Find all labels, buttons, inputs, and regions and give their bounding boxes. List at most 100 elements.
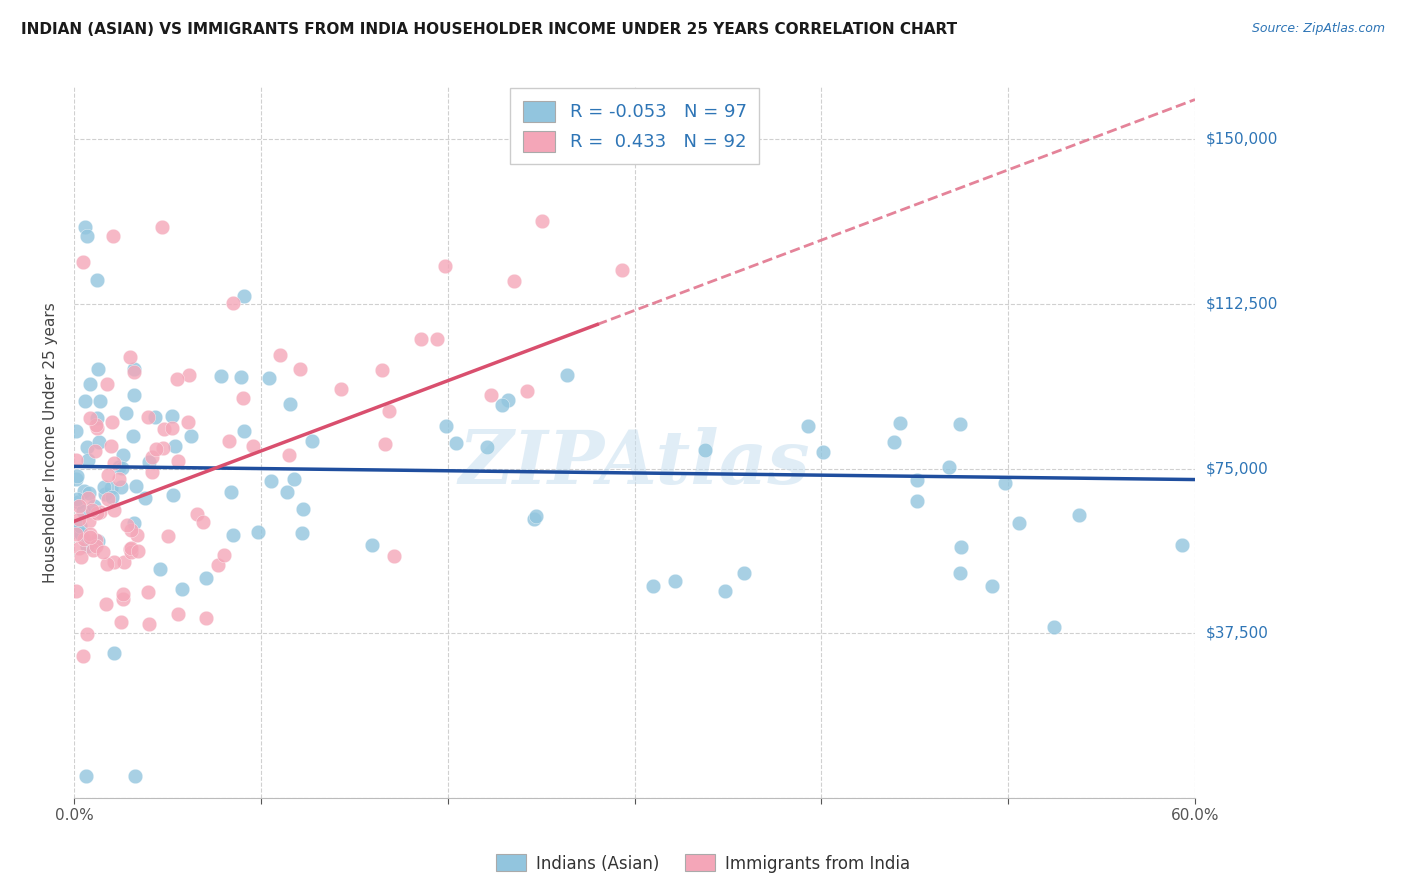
Point [82,542,104,557]
Point [530,214,553,228]
Point [136,409,159,424]
Point [94,487,117,501]
Point [120,545,142,559]
Point [714,584,737,599]
Point [100,481,122,495]
Point [152,422,174,436]
Point [516,384,538,398]
Point [905,494,928,508]
Point [103,555,125,569]
Point [278,448,301,462]
Point [67,524,90,538]
Point [491,399,513,413]
Point [163,439,186,453]
Point [149,562,172,576]
Point [73,532,96,546]
Point [889,416,911,430]
Point [222,295,245,310]
Point [797,419,820,434]
Point [172,582,194,596]
Point [117,518,139,533]
Point [101,415,124,429]
Point [84,417,107,432]
Point [93,479,115,493]
Point [301,434,323,449]
Point [70,550,93,565]
Point [610,262,633,277]
Point [111,448,134,462]
Point [79,376,101,391]
Point [194,570,217,584]
Point [67,499,90,513]
Point [80,503,103,517]
Point [83,499,105,513]
Point [434,419,457,434]
Point [124,769,146,783]
Point [288,361,311,376]
Point [291,526,314,541]
Point [229,369,252,384]
Point [191,515,214,529]
Point [65,527,87,541]
Point [194,611,217,625]
Point [103,646,125,660]
Point [283,472,305,486]
Point [86,421,108,435]
Point [114,407,136,421]
Point [72,255,94,269]
Point [479,388,502,402]
Point [949,417,972,431]
Point [66,469,89,483]
Point [65,424,87,438]
Point [269,348,291,362]
Point [107,459,129,474]
Point [257,370,280,384]
Point [87,434,110,449]
Point [1008,516,1031,530]
Point [555,368,578,383]
Point [433,259,456,273]
Text: INDIAN (ASIAN) VS IMMIGRANTS FROM INDIA HOUSEHOLDER INCOME UNDER 25 YEARS CORREL: INDIAN (ASIAN) VS IMMIGRANTS FROM INDIA … [21,22,957,37]
Point [96,557,118,571]
Point [693,442,716,457]
Point [122,516,145,531]
Point [69,519,91,533]
Point [120,523,142,537]
Point [167,454,190,468]
Text: ZIPAtlas: ZIPAtlas [458,427,810,500]
Point [218,434,240,448]
Point [280,397,302,411]
Point [207,558,229,572]
Point [905,473,928,487]
Point [136,585,159,599]
Point [938,460,960,475]
Point [209,369,232,384]
Point [84,533,107,548]
Point [179,368,201,383]
Point [246,524,269,539]
Point [883,435,905,450]
Point [141,450,163,464]
Point [76,539,98,553]
Point [72,504,94,518]
Y-axis label: Householder Income Under 25 years: Householder Income Under 25 years [44,301,58,582]
Point [77,491,100,505]
Point [138,455,160,469]
Point [276,485,298,500]
Point [118,542,141,557]
Point [180,429,202,443]
Point [77,486,100,500]
Point [186,507,208,521]
Point [260,474,283,488]
Point [409,332,432,346]
Point [67,541,90,555]
Point [166,372,188,386]
Point [152,441,174,455]
Point [75,769,97,783]
Point [66,495,89,509]
Point [242,439,264,453]
Legend: R = -0.053   N = 97, R =  0.433   N = 92: R = -0.053 N = 97, R = 0.433 N = 92 [510,88,759,164]
Point [949,566,972,580]
Point [120,541,142,555]
Point [96,377,118,392]
